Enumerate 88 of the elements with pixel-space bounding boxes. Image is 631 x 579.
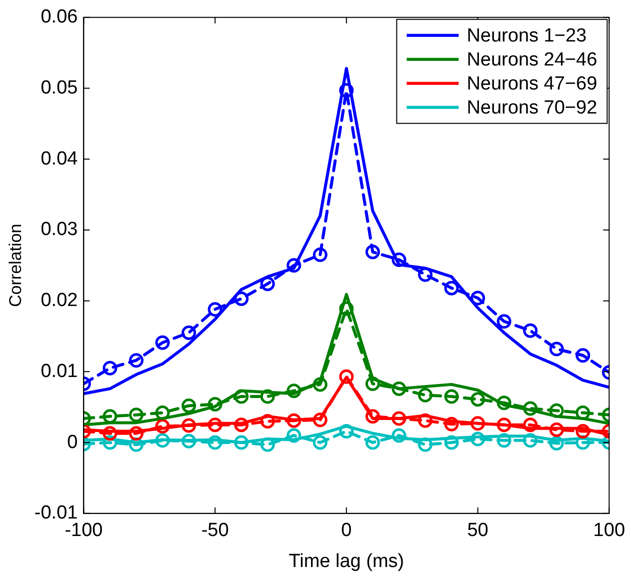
y-axis-title: Correlation [6,224,25,307]
point [392,428,406,443]
point [286,413,302,428]
point [155,433,170,448]
point [155,406,170,420]
point [496,433,512,448]
point [470,416,486,431]
point [418,388,432,402]
point [365,409,380,424]
x-axis-title: Time lag (ms) [288,550,404,572]
point [339,424,354,438]
point [182,434,196,448]
point [365,244,380,260]
point [444,389,459,404]
point [523,433,538,448]
point [549,403,564,418]
point [260,414,275,429]
point [182,418,196,433]
point [312,248,328,262]
point [444,435,459,450]
point [339,369,354,384]
point [182,325,196,340]
point [260,276,275,292]
point [496,314,512,329]
point [523,323,538,338]
point [155,335,170,350]
y-tick-label: 0.02 [40,290,78,312]
point [576,348,590,363]
point [234,389,249,404]
legend-label: Neurons 24−46 [466,50,598,71]
point [129,408,144,422]
point [523,418,538,432]
point [523,401,538,416]
point [392,411,406,426]
point [102,409,118,424]
point [549,422,564,438]
x-tick-label: 0 [341,520,352,542]
y-tick-label: 0 [67,432,78,453]
point [444,416,459,432]
point [208,397,222,412]
legend-label: Neurons 70−92 [466,98,598,119]
point [312,435,328,450]
point [365,376,380,391]
point [286,428,302,443]
y-tick-label: 0.03 [40,219,78,240]
point [155,418,170,434]
point [208,435,222,450]
point [418,413,432,428]
point [286,258,302,273]
x-tick-label: 100 [593,520,625,542]
y-tick-label: 0.06 [40,6,78,28]
legend-label: Neurons 1−23 [466,26,587,47]
point [470,290,486,306]
point [234,435,249,450]
point [312,377,328,392]
point [234,291,249,306]
point [102,426,118,441]
point [418,437,432,452]
point [260,437,275,452]
point [392,381,406,396]
point [496,418,512,432]
point [286,384,302,398]
point [470,392,486,407]
point [576,424,590,438]
point [549,342,564,356]
point [312,412,328,428]
point [470,432,486,446]
y-tick-label: 0.01 [40,360,78,382]
point [392,252,406,267]
point [182,398,196,413]
point [444,280,459,296]
y-tick-label: 0.05 [40,77,78,98]
point [418,267,432,282]
y-tick-label: 0.04 [40,148,78,170]
point [129,426,144,441]
point [102,360,118,376]
point [234,418,249,432]
point [208,418,222,432]
point [208,302,222,317]
point [496,396,512,410]
legend-label: Neurons 47−69 [466,74,598,95]
point [549,436,564,450]
point [129,353,144,368]
point [576,406,590,420]
x-tick-label: 50 [467,520,488,542]
point [365,435,380,450]
point [260,389,275,404]
x-tick-label: -50 [201,520,229,542]
